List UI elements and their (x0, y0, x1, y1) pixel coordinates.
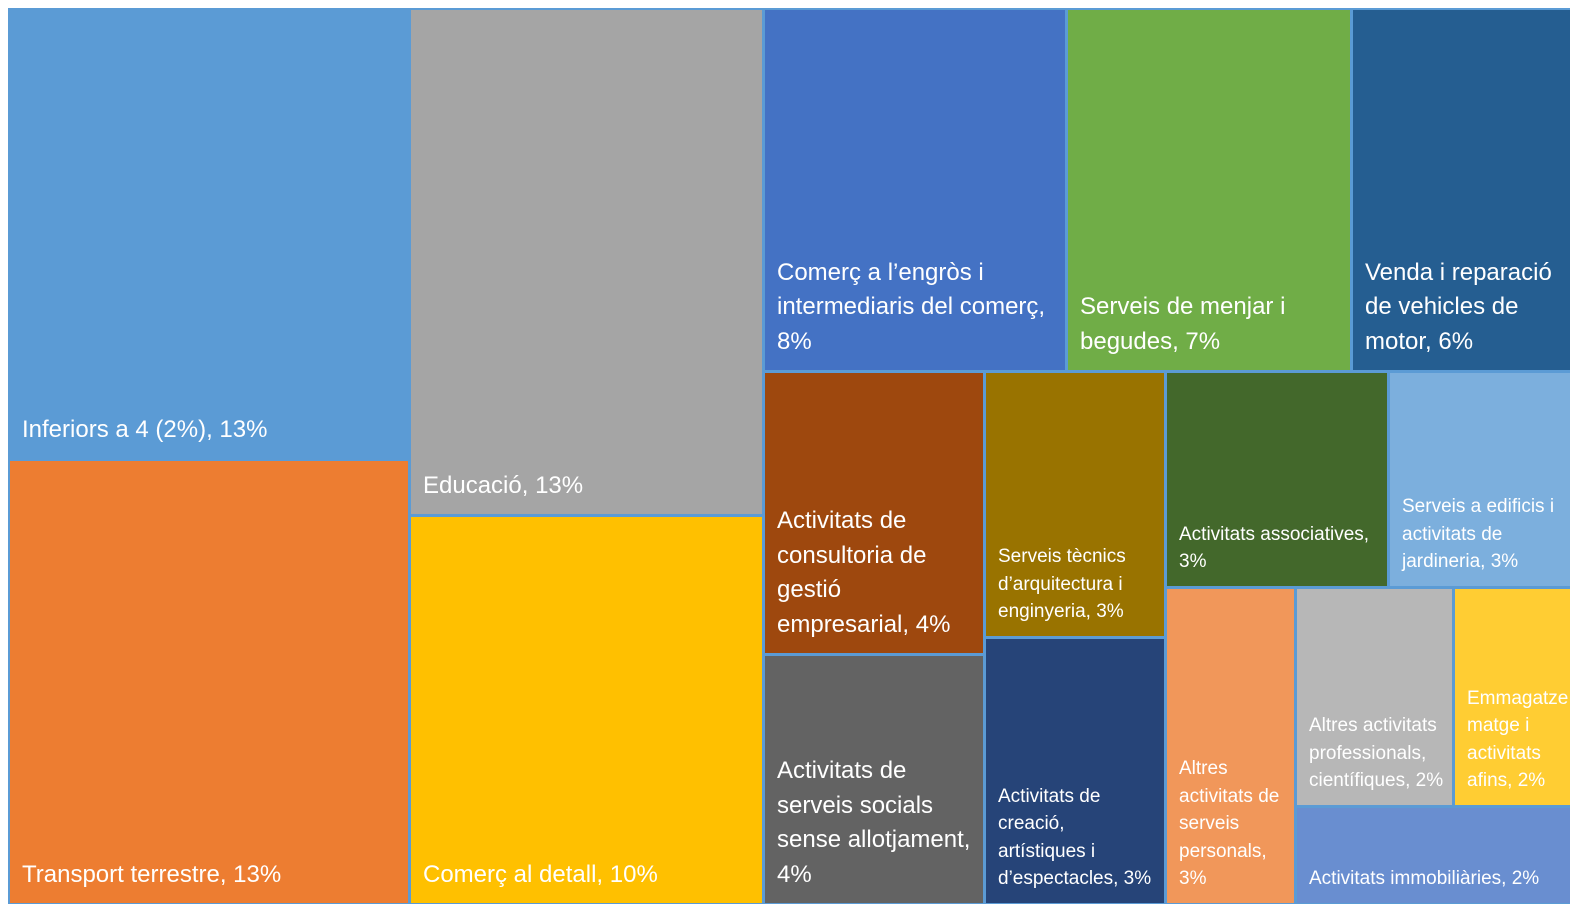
tile: Altres activitats professionals, científ… (1297, 589, 1452, 805)
value-label: , 6% (1425, 328, 1474, 356)
value-label: , 3% (1480, 551, 1519, 573)
value-label: , 13% (206, 416, 268, 444)
category-label: Activitats de creació, artístiques i d’e… (998, 785, 1114, 890)
tile-label: Activitats associatives, 3% (1179, 521, 1379, 576)
tile: Educació, 13% (411, 10, 762, 514)
category-label: Transport terrestre (22, 861, 220, 889)
tile-label: Transport terrestre, 13% (22, 858, 281, 893)
tile: Serveis de menjar i begudes, 7% (1068, 10, 1350, 370)
tile-label: Activitats de serveis socials sense allo… (777, 754, 975, 893)
tile-label: Altres activitats professionals, científ… (1309, 712, 1444, 795)
tile: Altres activitats de serveis personals, … (1167, 589, 1294, 903)
tile: Activitats de creació, artístiques i d’e… (986, 639, 1164, 903)
tile-label: Comerç a l’engròs i intermediaris del co… (777, 256, 1057, 360)
value-label: , 2% (1501, 868, 1540, 890)
category-label: Comerç al detall (423, 861, 597, 889)
category-label: Emmagatzematge i activitats afins (1467, 687, 1569, 792)
value-label: , 3% (1179, 523, 1370, 573)
category-label: Inferiors a 4 (2%) (22, 416, 207, 444)
category-label: Educació (423, 472, 522, 500)
category-label: Activitats immobiliàries (1309, 868, 1502, 890)
value-label: , 2% (1507, 770, 1546, 792)
category-label: Activitats de consultoria de gestió empr… (777, 506, 927, 639)
category-label: Venda i reparació de vehicles de motor (1365, 258, 1552, 356)
tile-label: Serveis de menjar i begudes, 7% (1080, 290, 1342, 360)
category-label: Comerç a l’engròs i intermediaris del co… (777, 258, 1039, 321)
category-label: Altres activitats de serveis personals (1179, 758, 1280, 862)
value-label: , 13% (521, 472, 584, 500)
tile-label: Activitats de creació, artístiques i d’e… (998, 783, 1156, 893)
tile: Transport terrestre, 13% (10, 461, 408, 903)
category-label: Activitats associatives (1179, 523, 1364, 545)
category-label: Activitats de serveis socials sense allo… (777, 756, 964, 854)
tile-label: Serveis a edificis i activitats de jardi… (1402, 493, 1570, 576)
treemap: Inferiors a 4 (2%), 13% Transport terrest… (8, 8, 1570, 904)
tile: Inferiors a 4 (2%), 13% (10, 10, 408, 458)
value-label: , 8% (777, 293, 1046, 356)
value-label: , 10% (596, 861, 658, 889)
tile-label: Altres activitats de serveis personals, … (1179, 755, 1286, 893)
value-label: , 7% (1172, 328, 1221, 356)
category-label: Serveis tècnics d’arquitectura i enginye… (998, 546, 1126, 623)
tile: Serveis a edificis i activitats de jardi… (1390, 373, 1570, 586)
value-label: , 3% (1113, 868, 1152, 890)
value-label: , 4% (777, 826, 971, 889)
value-label: , 2% (1405, 770, 1444, 792)
tile-label: Inferiors a 4 (2%), 13% (22, 413, 267, 448)
tile-label: Venda i reparació de vehicles de motor, … (1365, 256, 1570, 360)
value-label: , 13% (219, 861, 282, 889)
tile: Emmagatzematge i activitats afins, 2% (1455, 589, 1570, 805)
category-label: Altres activitats professionals, científ… (1309, 715, 1437, 792)
tile-label: Emmagatzematge i activitats afins, 2% (1467, 685, 1570, 795)
category-label: Serveis a edificis i activitats de jardi… (1402, 496, 1555, 573)
category-label: Serveis de menjar i begudes (1080, 293, 1286, 356)
tile: Venda i reparació de vehicles de motor, … (1353, 10, 1570, 370)
tile: Activitats de serveis socials sense allo… (765, 656, 983, 903)
tile: Comerç a l’engròs i intermediaris del co… (765, 10, 1065, 370)
tile: Comerç al detall, 10% (411, 517, 762, 903)
value-label: , 3% (1179, 840, 1267, 890)
tile-label: Serveis tècnics d’arquitectura i enginye… (998, 543, 1156, 626)
tile: Serveis tècnics d’arquitectura i enginye… (986, 373, 1164, 636)
value-label: , 4% (902, 611, 951, 639)
value-label: , 3% (1085, 601, 1124, 623)
tile-label: Activitats immobiliàries, 2% (1309, 865, 1539, 893)
tile: Activitats associatives, 3% (1167, 373, 1387, 586)
tile-label: Activitats de consultoria de gestió empr… (777, 504, 975, 643)
tile: Activitats de consultoria de gestió empr… (765, 373, 983, 653)
tile: Activitats immobiliàries, 2% (1297, 808, 1570, 903)
tile-label: Educació, 13% (423, 469, 583, 504)
tile-label: Comerç al detall, 10% (423, 858, 658, 893)
